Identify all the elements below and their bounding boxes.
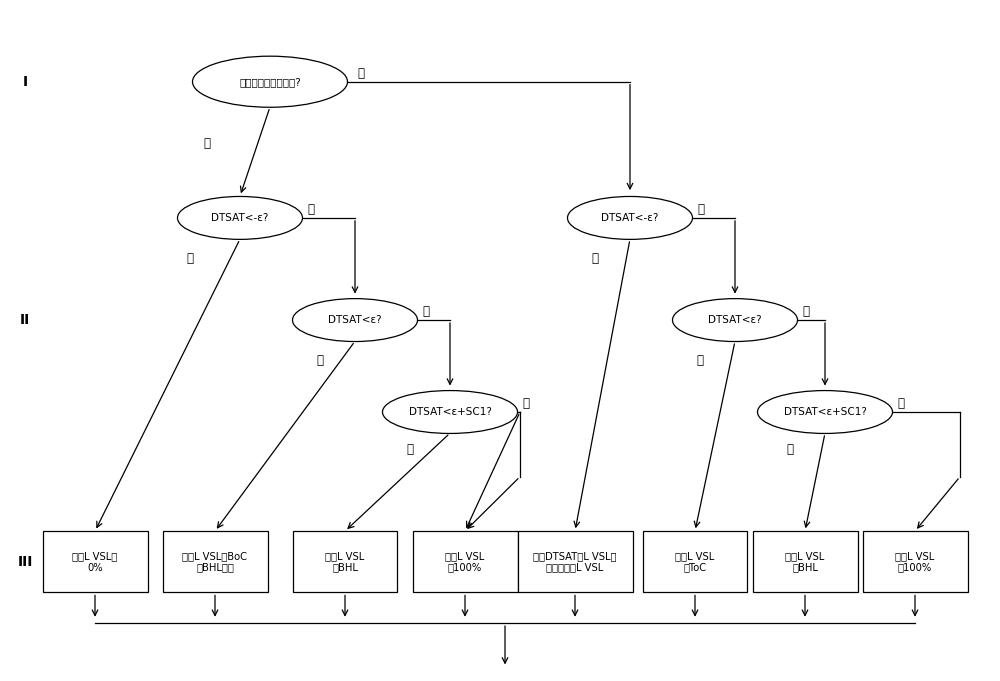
Text: 否: 否 bbox=[523, 396, 530, 410]
Text: 强制L VSL
为BHL: 强制L VSL 为BHL bbox=[325, 551, 365, 573]
Text: 是: 是 bbox=[186, 252, 194, 266]
FancyBboxPatch shape bbox=[292, 531, 397, 592]
Text: III: III bbox=[17, 555, 33, 569]
Text: I: I bbox=[22, 75, 28, 89]
Text: 否: 否 bbox=[308, 202, 314, 216]
Text: 是: 是 bbox=[316, 354, 324, 368]
Text: 是: 是 bbox=[406, 443, 414, 456]
Ellipse shape bbox=[672, 298, 798, 342]
Text: II: II bbox=[20, 313, 30, 327]
Ellipse shape bbox=[382, 391, 518, 434]
Ellipse shape bbox=[568, 196, 692, 240]
Ellipse shape bbox=[292, 298, 418, 342]
Text: 否: 否 bbox=[698, 202, 704, 216]
Text: 强制L VSL
为100%: 强制L VSL 为100% bbox=[445, 551, 485, 573]
Text: 是: 是 bbox=[592, 252, 598, 266]
Text: DTSAT<-ε?: DTSAT<-ε? bbox=[601, 213, 659, 223]
FancyBboxPatch shape bbox=[413, 531, 518, 592]
Text: 强制L VSL
为100%: 强制L VSL 为100% bbox=[895, 551, 935, 573]
Text: 是: 是 bbox=[786, 443, 794, 456]
Text: 否: 否 bbox=[358, 67, 365, 80]
Text: 是: 是 bbox=[696, 354, 704, 368]
FancyBboxPatch shape bbox=[518, 531, 633, 592]
Text: 至少一台主泵在运行?: 至少一台主泵在运行? bbox=[239, 77, 301, 86]
FancyBboxPatch shape bbox=[862, 531, 968, 592]
Text: 否: 否 bbox=[802, 304, 810, 318]
Text: DTSAT<ε+SC1?: DTSAT<ε+SC1? bbox=[784, 407, 866, 417]
FancyBboxPatch shape bbox=[642, 531, 747, 592]
Text: 强制L VSL
为BHL: 强制L VSL 为BHL bbox=[785, 551, 825, 573]
Text: 否: 否 bbox=[898, 396, 904, 410]
FancyBboxPatch shape bbox=[753, 531, 858, 592]
Text: 强制L VSL
为ToC: 强制L VSL 为ToC bbox=[675, 551, 715, 573]
Text: 否: 否 bbox=[422, 304, 430, 318]
Ellipse shape bbox=[192, 56, 348, 108]
Text: DTSAT<-ε?: DTSAT<-ε? bbox=[211, 213, 269, 223]
FancyBboxPatch shape bbox=[42, 531, 148, 592]
FancyBboxPatch shape bbox=[162, 531, 268, 592]
Ellipse shape bbox=[178, 196, 302, 240]
Text: 强制L VSL为
0%: 强制L VSL为 0% bbox=[72, 551, 118, 573]
Text: DTSAT<ε?: DTSAT<ε? bbox=[708, 315, 762, 325]
Text: 依据DTSAT和L VSL关
系曲线确定L VSL: 依据DTSAT和L VSL关 系曲线确定L VSL bbox=[533, 551, 617, 573]
Text: DTSAT<ε?: DTSAT<ε? bbox=[328, 315, 382, 325]
Ellipse shape bbox=[758, 391, 893, 434]
Text: DTSAT<ε+SC1?: DTSAT<ε+SC1? bbox=[409, 407, 491, 417]
Text: 是: 是 bbox=[204, 136, 210, 150]
Text: 强制L VSL在BoC
和BHL之间: 强制L VSL在BoC 和BHL之间 bbox=[182, 551, 248, 573]
